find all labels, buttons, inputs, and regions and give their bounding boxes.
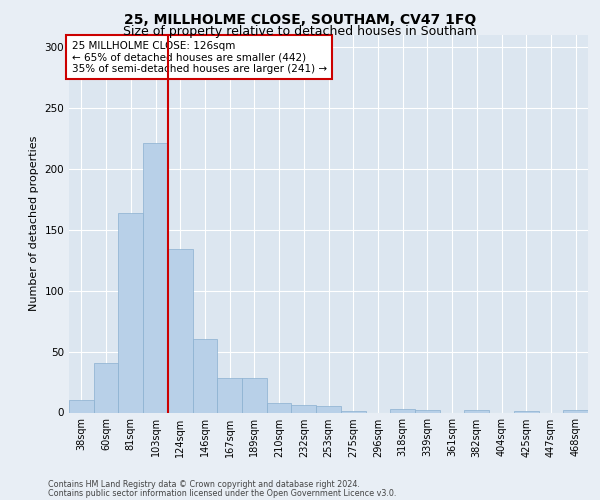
Bar — [292, 405, 316, 412]
Bar — [316, 406, 341, 412]
Text: Size of property relative to detached houses in Southam: Size of property relative to detached ho… — [123, 25, 477, 38]
Bar — [390, 409, 415, 412]
Bar — [242, 378, 267, 412]
Bar — [415, 410, 440, 412]
Bar — [267, 403, 292, 412]
Bar — [94, 362, 118, 412]
Text: Contains HM Land Registry data © Crown copyright and database right 2024.: Contains HM Land Registry data © Crown c… — [48, 480, 360, 489]
Text: 25, MILLHOLME CLOSE, SOUTHAM, CV47 1FQ: 25, MILLHOLME CLOSE, SOUTHAM, CV47 1FQ — [124, 12, 476, 26]
Bar — [563, 410, 588, 412]
Bar — [118, 213, 143, 412]
Bar — [464, 410, 489, 412]
Bar — [69, 400, 94, 412]
Bar — [217, 378, 242, 412]
Bar — [168, 250, 193, 412]
Text: 25 MILLHOLME CLOSE: 126sqm
← 65% of detached houses are smaller (442)
35% of sem: 25 MILLHOLME CLOSE: 126sqm ← 65% of deta… — [71, 40, 327, 74]
Bar — [143, 144, 168, 412]
Bar — [193, 340, 217, 412]
Y-axis label: Number of detached properties: Number of detached properties — [29, 136, 39, 312]
Text: Contains public sector information licensed under the Open Government Licence v3: Contains public sector information licen… — [48, 488, 397, 498]
